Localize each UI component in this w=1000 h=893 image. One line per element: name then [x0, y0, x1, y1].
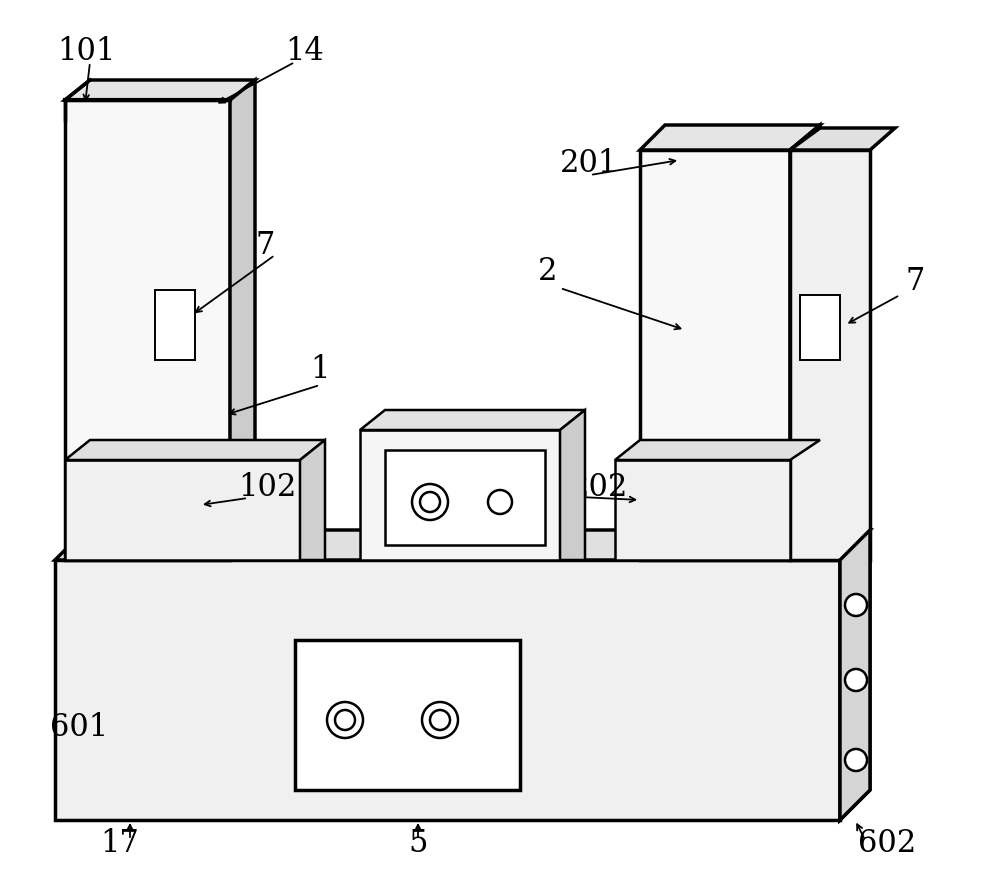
- Polygon shape: [65, 100, 230, 560]
- Text: 201: 201: [560, 147, 618, 179]
- Circle shape: [412, 484, 448, 520]
- Text: 7: 7: [255, 230, 274, 261]
- Text: 3: 3: [398, 472, 418, 503]
- Text: 2: 2: [538, 256, 558, 288]
- Polygon shape: [65, 460, 300, 560]
- Polygon shape: [560, 410, 585, 560]
- Polygon shape: [55, 560, 840, 820]
- Circle shape: [488, 490, 512, 514]
- Polygon shape: [790, 150, 870, 560]
- Text: 1: 1: [310, 355, 330, 386]
- Polygon shape: [360, 430, 560, 560]
- Polygon shape: [230, 80, 255, 560]
- Text: 14: 14: [285, 37, 324, 68]
- Polygon shape: [385, 450, 545, 545]
- Circle shape: [335, 710, 355, 730]
- Polygon shape: [55, 530, 870, 560]
- Text: 4: 4: [490, 470, 509, 500]
- Text: 17: 17: [100, 828, 139, 858]
- Polygon shape: [640, 125, 820, 150]
- Text: 101: 101: [57, 37, 115, 68]
- Polygon shape: [840, 530, 870, 820]
- Polygon shape: [300, 440, 325, 560]
- Circle shape: [845, 594, 867, 616]
- Text: 601: 601: [50, 713, 108, 744]
- Polygon shape: [640, 150, 790, 560]
- Circle shape: [845, 669, 867, 691]
- Text: 102: 102: [238, 472, 296, 504]
- Text: 7: 7: [905, 266, 924, 297]
- Polygon shape: [840, 530, 870, 820]
- Circle shape: [430, 710, 450, 730]
- Polygon shape: [360, 410, 585, 430]
- Circle shape: [327, 702, 363, 738]
- Polygon shape: [790, 128, 895, 150]
- Circle shape: [422, 702, 458, 738]
- Polygon shape: [295, 640, 520, 790]
- Polygon shape: [65, 80, 255, 100]
- Polygon shape: [800, 295, 840, 360]
- Circle shape: [420, 492, 440, 512]
- Polygon shape: [790, 125, 820, 560]
- Text: 202: 202: [570, 472, 628, 503]
- Polygon shape: [65, 440, 325, 460]
- Text: 602: 602: [858, 828, 916, 858]
- Circle shape: [845, 749, 867, 771]
- Polygon shape: [155, 290, 195, 360]
- Polygon shape: [615, 460, 790, 560]
- Text: 5: 5: [408, 828, 428, 858]
- Polygon shape: [615, 440, 820, 460]
